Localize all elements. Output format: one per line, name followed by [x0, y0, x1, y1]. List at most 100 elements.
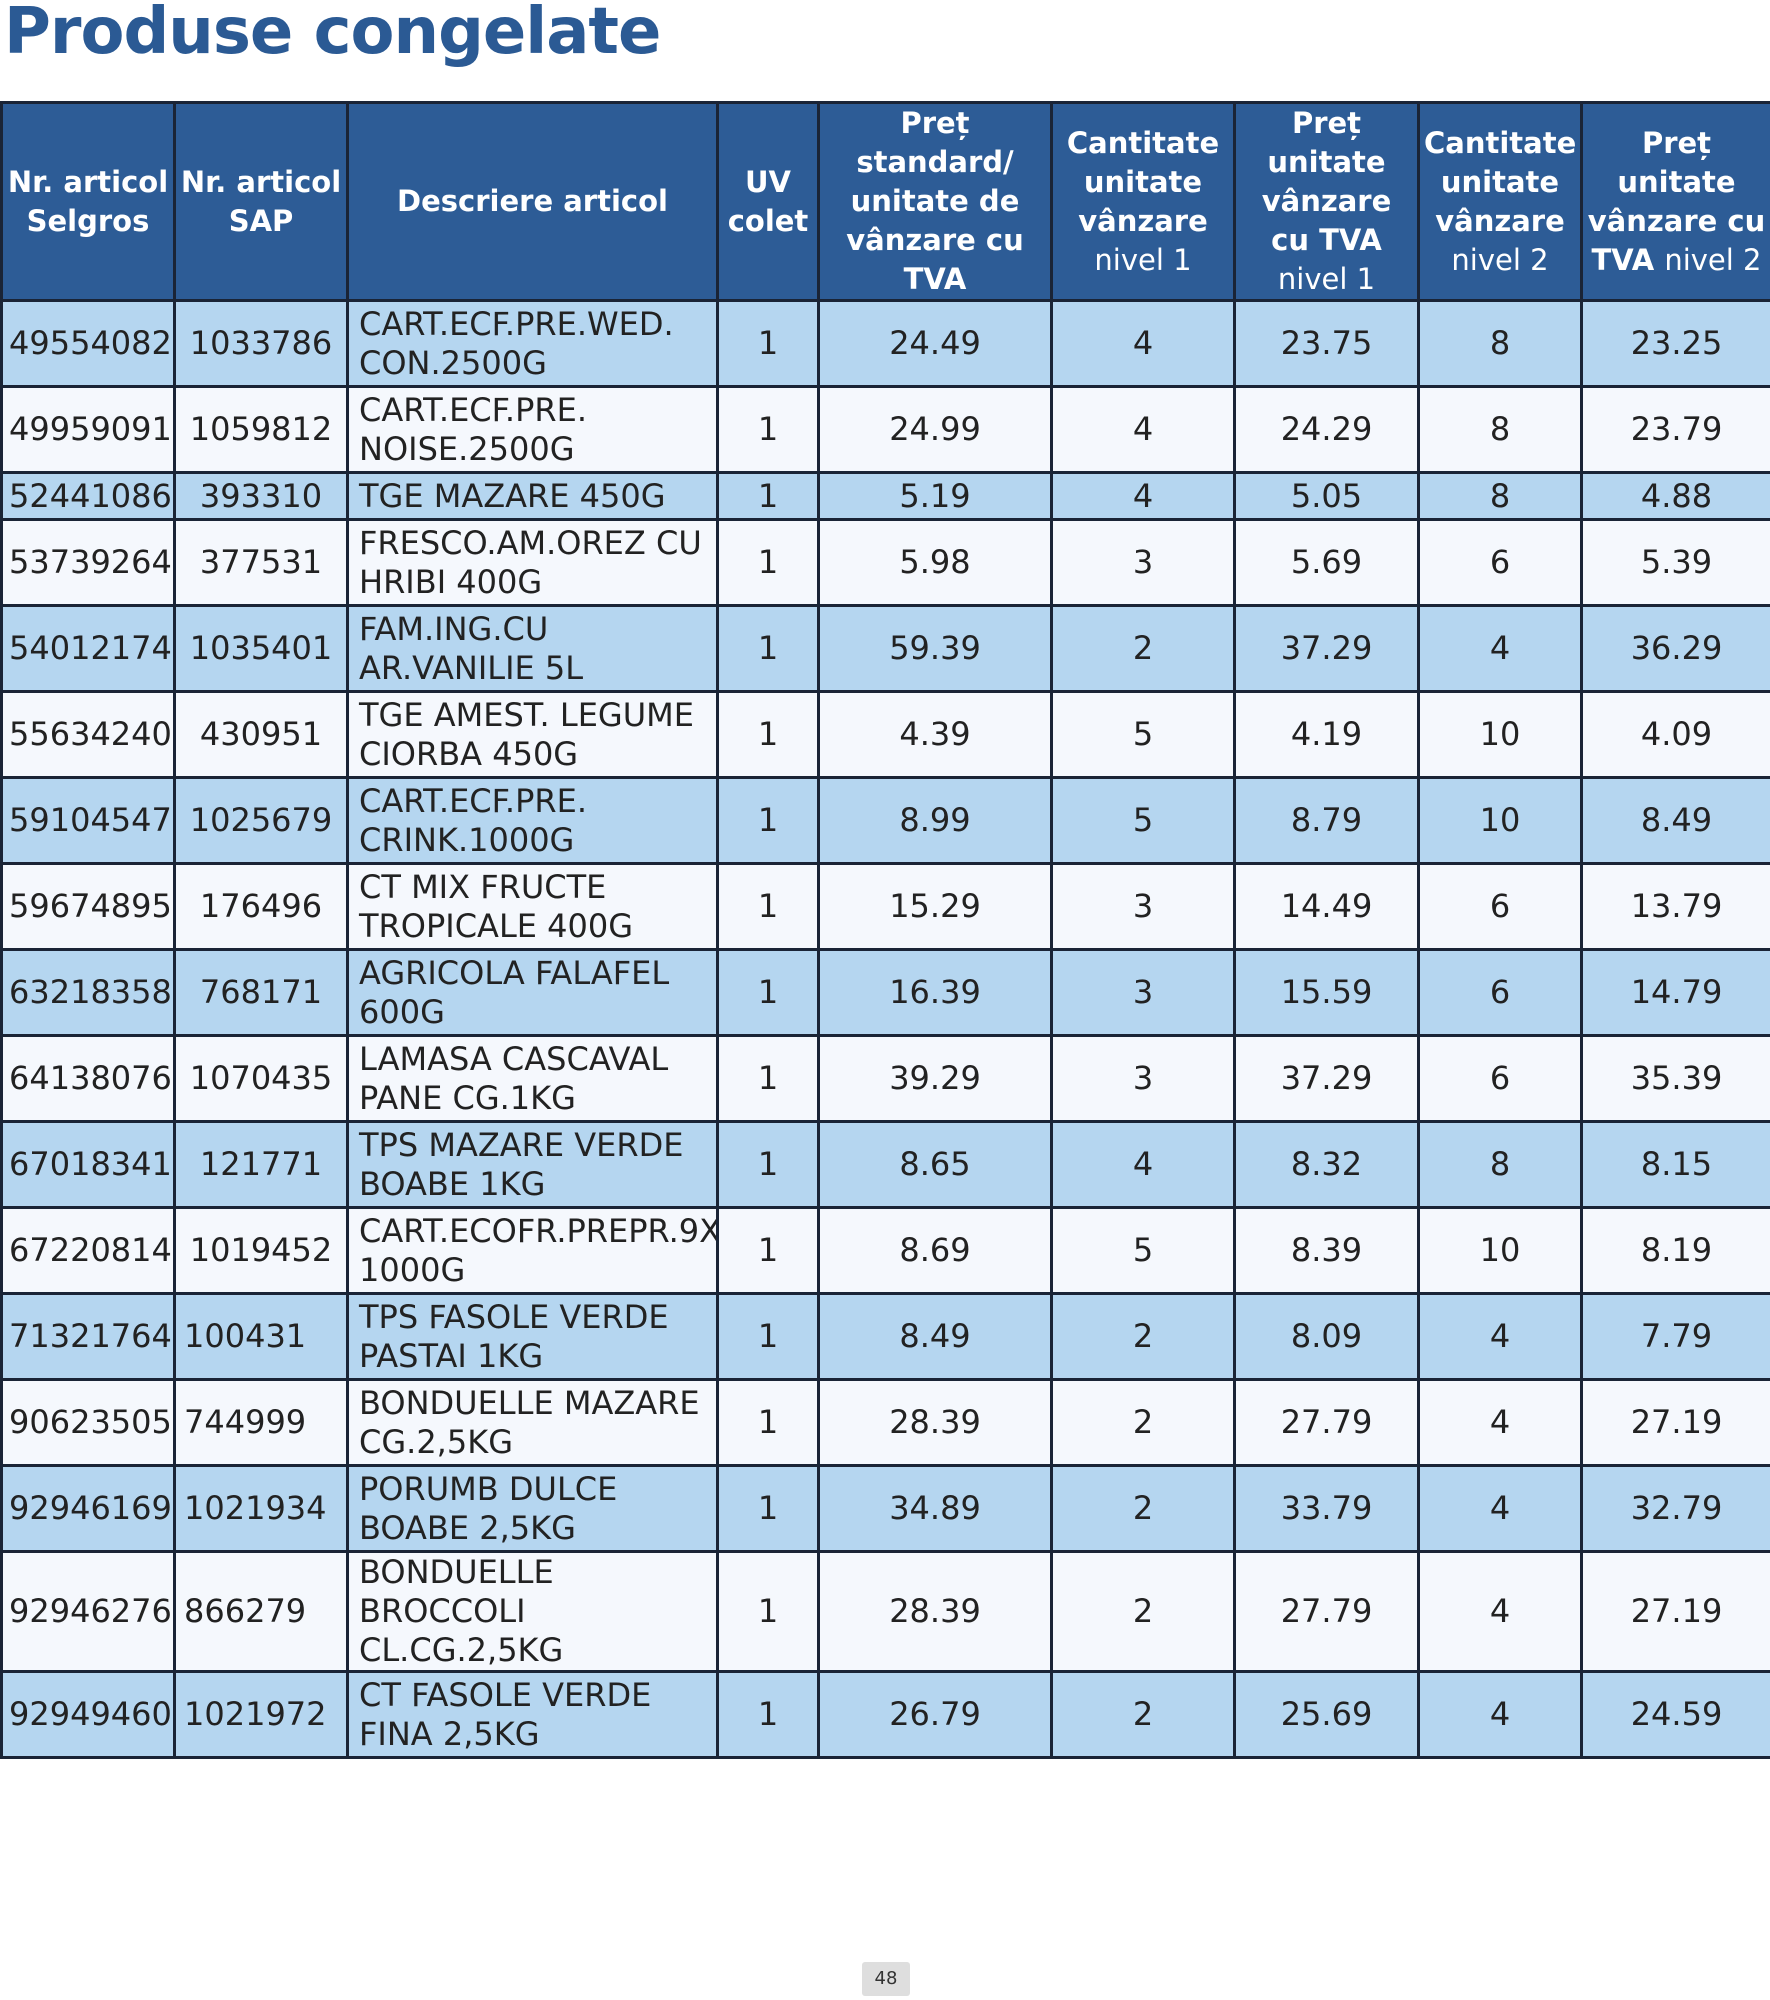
qty-level-1-cell: 2 — [1050, 604, 1236, 693]
price-level-1-cell: 37.29 — [1233, 1034, 1420, 1123]
table-row: 59104547 1025679 CART.ECF.PRE. CRINK.1000G… — [0, 776, 1770, 865]
qty-level-1-cell: 3 — [1050, 948, 1236, 1037]
selgros-id-cell: 67220814 — [0, 1206, 176, 1295]
uv-colet-cell: 1 — [716, 1550, 820, 1673]
uv-colet-cell: 1 — [716, 604, 820, 693]
qty-level-1-cell: 4 — [1050, 471, 1236, 521]
standard-price-cell: 24.99 — [817, 385, 1053, 474]
price-level-1-cell: 5.69 — [1233, 518, 1420, 607]
header-label: Preț standard/ unitate de vânzare cu TVA — [846, 106, 1024, 296]
price-level-2-cell: 4.09 — [1580, 690, 1770, 779]
qty-level-1-cell: 2 — [1050, 1464, 1236, 1553]
qty-level-2-cell: 6 — [1417, 948, 1583, 1037]
header-label: Preț unitate vânzare cu TVA — [1261, 106, 1392, 257]
qty-level-1-cell: 4 — [1050, 1120, 1236, 1209]
price-level-1-cell: 25.69 — [1233, 1670, 1420, 1759]
table-row: 92946276 866279 BONDUELLE BROCCOLI CL.CG.2… — [0, 1550, 1770, 1673]
qty-level-2-cell: 10 — [1417, 690, 1583, 779]
price-level-1-cell: 4.19 — [1233, 690, 1420, 779]
price-level-2-cell: 27.19 — [1580, 1378, 1770, 1467]
price-level-1-cell: 8.09 — [1233, 1292, 1420, 1381]
selgros-id-cell: 54012174 — [0, 604, 176, 693]
sap-id-cell: 744999 — [173, 1378, 349, 1467]
selgros-id-cell: 92946276 — [0, 1550, 176, 1673]
col-nr-articol-selgros-header: Nr. articol Selgros — [0, 101, 176, 302]
price-level-2-cell: 8.49 — [1580, 776, 1770, 865]
qty-level-2-cell: 8 — [1417, 1120, 1583, 1209]
qty-level-2-cell: 4 — [1417, 1292, 1583, 1381]
price-level-2-cell: 32.79 — [1580, 1464, 1770, 1553]
table-row: 54012174 1035401 FAM.ING.CU AR.VANILIE 5L 1… — [0, 604, 1770, 693]
sap-id-cell: 1025679 — [173, 776, 349, 865]
description-cell: BONDUELLE MAZARE CG.2,5KG — [346, 1378, 719, 1467]
qty-level-1-cell: 4 — [1050, 299, 1236, 388]
sap-id-cell: 866279 — [173, 1550, 349, 1673]
sap-id-cell: 377531 — [173, 518, 349, 607]
standard-price-cell: 5.19 — [817, 471, 1053, 521]
uv-colet-cell: 1 — [716, 690, 820, 779]
table-row: 92946169 1021934 PORUMB DULCE BOABE 2,5KG 1… — [0, 1464, 1770, 1553]
selgros-id-cell: 49959091 — [0, 385, 176, 474]
price-level-2-cell: 8.15 — [1580, 1120, 1770, 1209]
price-level-2-cell: 27.19 — [1580, 1550, 1770, 1673]
table-row: 71321764 100431 TPS FASOLE VERDE PASTAI 1K… — [0, 1292, 1770, 1381]
price-level-2-cell: 35.39 — [1580, 1034, 1770, 1123]
description-cell: CART.ECOFR.PREPR.9X9 1000G — [346, 1206, 719, 1295]
col-cantitate-nivel-2-header: Cantitate unitate vânzare nivel 2 — [1417, 101, 1583, 302]
table-row: 49959091 1059812 CART.ECF.PRE. NOISE.2500G… — [0, 385, 1770, 474]
price-level-1-cell: 27.79 — [1233, 1378, 1420, 1467]
selgros-id-cell: 64138076 — [0, 1034, 176, 1123]
sap-id-cell: 100431 — [173, 1292, 349, 1381]
selgros-id-cell: 59104547 — [0, 776, 176, 865]
table-row: 55634240 430951 TGE AMEST. LEGUME CIORBA 4… — [0, 690, 1770, 779]
price-level-1-cell: 15.59 — [1233, 948, 1420, 1037]
standard-price-cell: 8.69 — [817, 1206, 1053, 1295]
qty-level-2-cell: 6 — [1417, 1034, 1583, 1123]
description-cell: CART.ECF.PRE. NOISE.2500G — [346, 385, 719, 474]
header-level-label: nivel 1 — [1277, 262, 1376, 296]
qty-level-2-cell: 6 — [1417, 518, 1583, 607]
standard-price-cell: 16.39 — [817, 948, 1053, 1037]
sap-id-cell: 1070435 — [173, 1034, 349, 1123]
standard-price-cell: 15.29 — [817, 862, 1053, 951]
qty-level-2-cell: 4 — [1417, 604, 1583, 693]
uv-colet-cell: 1 — [716, 948, 820, 1037]
price-level-1-cell: 8.32 — [1233, 1120, 1420, 1209]
table-body: 49554082 1033786 CART.ECF.PRE.WED. CON.250… — [0, 299, 1770, 1759]
uv-colet-cell: 1 — [716, 471, 820, 521]
uv-colet-cell: 1 — [716, 1206, 820, 1295]
selgros-id-cell: 63218358 — [0, 948, 176, 1037]
price-level-2-cell: 23.25 — [1580, 299, 1770, 388]
col-pret-nivel-2-header: Preț unitate vânzare cu TVA nivel 2 — [1580, 101, 1770, 302]
col-descriere-articol-header: Descriere articol — [346, 101, 719, 302]
price-level-2-cell: 7.79 — [1580, 1292, 1770, 1381]
qty-level-2-cell: 10 — [1417, 1206, 1583, 1295]
description-cell: TPS MAZARE VERDE BOABE 1KG — [346, 1120, 719, 1209]
standard-price-cell: 34.89 — [817, 1464, 1053, 1553]
description-cell: CT FASOLE VERDE FINA 2,5KG — [346, 1670, 719, 1759]
selgros-id-cell: 49554082 — [0, 299, 176, 388]
header-label: Preț unitate vânzare cu TVA — [1587, 125, 1766, 277]
table-row: 63218358 768171 AGRICOLA FALAFEL 600G 1 16.3… — [0, 948, 1770, 1037]
table-row: 59674895 176496 CT MIX FRUCTE TROPICALE 40… — [0, 862, 1770, 951]
qty-level-1-cell: 2 — [1050, 1292, 1236, 1381]
sap-id-cell: 1019452 — [173, 1206, 349, 1295]
col-pret-standard-header: Preț standard/ unitate de vânzare cu TVA — [817, 101, 1053, 302]
sap-id-cell: 1035401 — [173, 604, 349, 693]
table-row: 53739264 377531 FRESCO.AM.OREZ CU HRIBI 40… — [0, 518, 1770, 607]
standard-price-cell: 8.49 — [817, 1292, 1053, 1381]
description-cell: FRESCO.AM.OREZ CU HRIBI 400G — [346, 518, 719, 607]
standard-price-cell: 4.39 — [817, 690, 1053, 779]
sap-id-cell: 1033786 — [173, 299, 349, 388]
header-level-label: nivel 1 — [1094, 242, 1192, 277]
qty-level-2-cell: 4 — [1417, 1378, 1583, 1467]
table-row: 67018341 121771 TPS MAZARE VERDE BOABE 1KG… — [0, 1120, 1770, 1209]
price-level-1-cell: 14.49 — [1233, 862, 1420, 951]
uv-colet-cell: 1 — [716, 1670, 820, 1759]
header-label: Nr. articol Selgros — [7, 164, 169, 238]
standard-price-cell: 59.39 — [817, 604, 1053, 693]
qty-level-2-cell: 4 — [1417, 1550, 1583, 1673]
price-level-2-cell: 36.29 — [1580, 604, 1770, 693]
page-number: 48 — [862, 1962, 910, 1996]
description-cell: TPS FASOLE VERDE PASTAI 1KG — [346, 1292, 719, 1381]
